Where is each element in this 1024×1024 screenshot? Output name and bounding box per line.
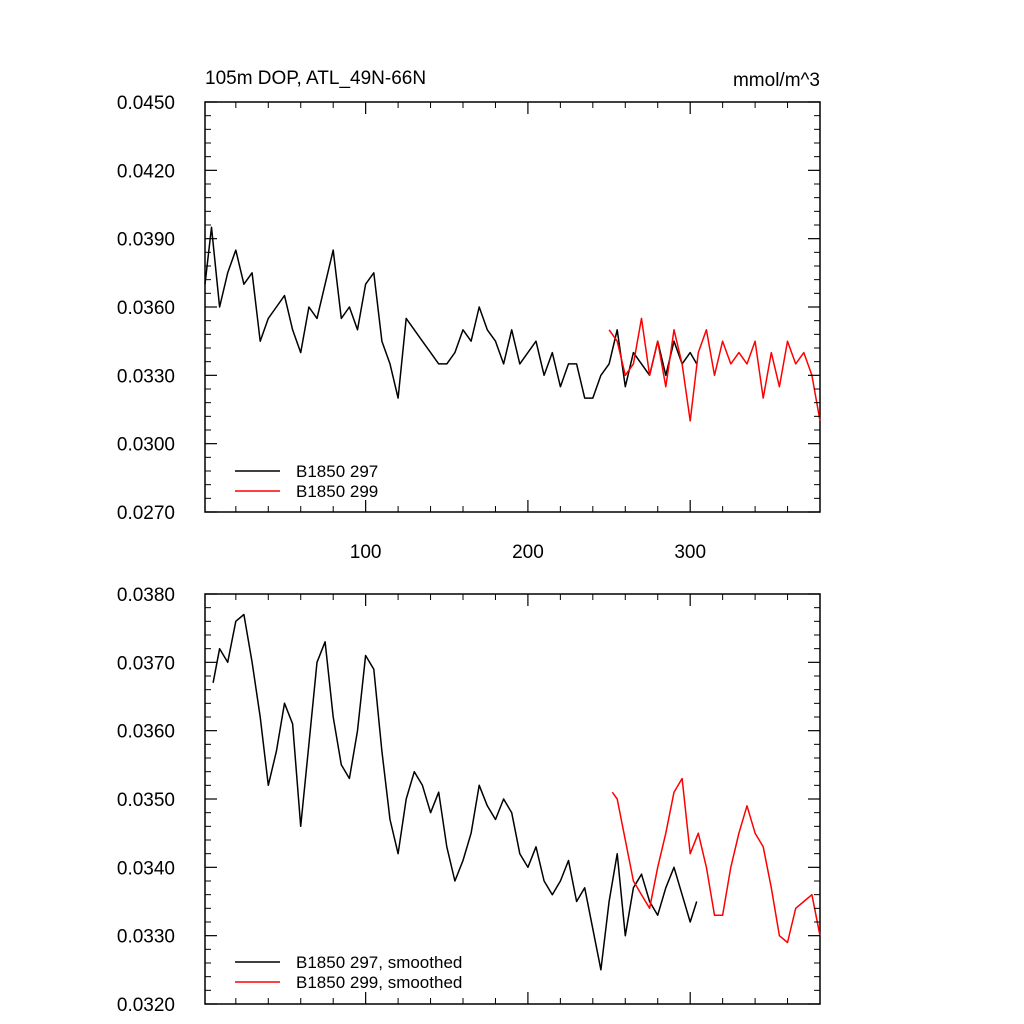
legend-label-b1850-297: B1850 297 — [296, 462, 378, 481]
x-tick-label: 200 — [512, 542, 544, 563]
bottom-panel: 0.0320 0.0330 0.0340 0.0350 0.0360 0.0370 0.03… — [117, 585, 821, 1016]
y-tick-label: 0.0320 — [117, 995, 175, 1016]
legend-label-b1850-299-smoothed: B1850 299, smoothed — [296, 973, 462, 992]
y-tick-label: 0.0360 — [117, 298, 175, 319]
legend-label-b1850-299: B1850 299 — [296, 482, 378, 501]
bottom-x-axis — [235, 594, 821, 1004]
top-panel: 105m DOP, ATL_49N-66N mmol/m^3 0.02700.0… — [117, 68, 821, 563]
series-line-b1850-299 — [608, 317, 821, 422]
y-tick-label: 0.0370 — [117, 653, 175, 674]
y-tick-label: 0.0340 — [117, 858, 175, 879]
x-tick-label: 100 — [350, 542, 382, 563]
top-panel-title: 105m DOP, ATL_49N-66N — [205, 68, 426, 89]
y-tick-label: 0.0420 — [117, 161, 175, 182]
top-y-axis: 0.0270 0.0300 0.0330 0.0360 0.0390 0.0420 0.04… — [117, 93, 820, 524]
x-tick-label: 300 — [674, 542, 706, 563]
top-x-axis: 100 200 300 — [235, 102, 821, 563]
bottom-plot-frame — [204, 593, 821, 1005]
y-tick-label: 0.0300 — [117, 435, 175, 456]
series-line-b1850-299-smoothed — [611, 777, 821, 944]
y-tick-label: 0.0270 — [117, 503, 175, 524]
series-line-b1850-297 — [204, 226, 698, 399]
y-tick-label: 0.0330 — [117, 366, 175, 387]
top-plot-frame — [204, 101, 821, 513]
y-tick-label: 0.0390 — [117, 230, 175, 251]
bottom-legend: B1850 297, smoothed B1850 299, smoothed — [235, 953, 462, 992]
y-tick-label: 0.0450 — [117, 93, 175, 114]
y-tick-label: 0.0350 — [117, 790, 175, 811]
top-plot-lines — [204, 226, 821, 422]
bottom-plot-lines — [212, 613, 821, 971]
top-panel-units: mmol/m^3 — [733, 70, 820, 91]
legend-label-b1850-297-smoothed: B1850 297, smoothed — [296, 953, 462, 972]
series-line-b1850-297-smoothed — [212, 613, 698, 971]
top-legend: B1850 297 B1850 299 — [235, 462, 378, 501]
y-tick-label: 0.0360 — [117, 722, 175, 743]
y-tick-label: 0.0330 — [117, 927, 175, 948]
bottom-y-axis: 0.0320 0.0330 0.0340 0.0350 0.0360 0.0370 0.03… — [117, 585, 820, 1016]
y-tick-label: 0.0380 — [117, 585, 175, 606]
